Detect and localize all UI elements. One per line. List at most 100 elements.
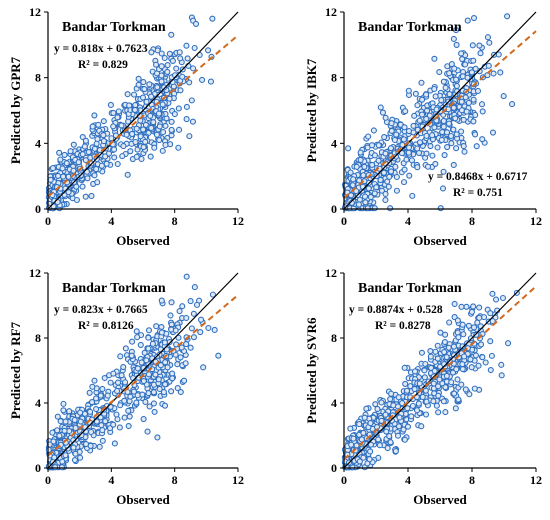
data-point <box>197 329 204 336</box>
data-point <box>91 145 98 152</box>
fit-line <box>47 294 239 457</box>
data-point <box>145 345 152 352</box>
data-point <box>98 422 105 429</box>
data-point <box>442 331 449 338</box>
data-point <box>173 341 180 348</box>
data-point <box>458 128 465 135</box>
data-point <box>469 42 476 49</box>
x-tick-label: 8 <box>469 473 475 487</box>
data-point <box>453 82 460 90</box>
data-point <box>164 68 171 75</box>
data-point <box>56 149 63 156</box>
data-point <box>388 417 395 424</box>
fit-line <box>343 285 537 461</box>
data-point <box>403 156 410 163</box>
data-point <box>383 428 390 435</box>
data-point <box>442 384 449 391</box>
data-point <box>107 379 114 386</box>
data-point <box>88 192 95 200</box>
data-point <box>143 357 150 364</box>
data-point <box>121 397 128 404</box>
data-point <box>86 389 93 396</box>
data-point <box>183 314 190 322</box>
data-point <box>156 123 163 130</box>
data-point <box>382 150 389 157</box>
data-point <box>414 164 421 171</box>
data-point <box>62 452 69 459</box>
data-point <box>168 299 175 306</box>
data-point <box>183 42 190 49</box>
data-point <box>215 352 222 359</box>
data-point <box>99 427 106 434</box>
data-point <box>499 294 507 302</box>
data-point <box>442 409 449 416</box>
data-point <box>150 389 157 396</box>
data-point <box>462 386 469 393</box>
data-point <box>411 112 418 119</box>
data-point <box>382 114 389 121</box>
data-point <box>377 176 384 184</box>
data-point <box>439 128 446 136</box>
data-point <box>401 436 408 443</box>
data-point <box>405 144 413 151</box>
data-point <box>427 353 434 360</box>
data-point <box>466 391 473 398</box>
data-point <box>142 121 149 128</box>
data-point <box>405 128 413 135</box>
scatter-panel-4: 0 4 8 12 0 4 8 12 Bandar Torkman y = 0.8874x + 0.… <box>304 266 542 507</box>
data-point <box>149 340 156 347</box>
data-point <box>357 156 364 163</box>
data-point <box>160 389 167 396</box>
data-point <box>151 144 158 151</box>
data-point <box>401 166 408 173</box>
data-point <box>413 407 421 414</box>
x-axis-label: Observed <box>413 492 467 507</box>
data-point <box>89 399 96 406</box>
data-point <box>448 140 455 147</box>
data-point <box>367 420 374 427</box>
data-point <box>60 173 67 180</box>
data-point <box>183 116 190 123</box>
data-point <box>392 163 399 170</box>
data-point <box>176 126 183 133</box>
data-point <box>127 148 134 155</box>
data-point <box>478 341 485 348</box>
data-point <box>71 416 78 424</box>
data-point <box>61 151 68 158</box>
data-point <box>89 123 96 130</box>
data-point <box>419 393 426 401</box>
data-point <box>408 413 415 420</box>
data-point <box>124 91 131 98</box>
data-point <box>463 108 470 115</box>
data-point <box>472 131 479 138</box>
data-point <box>348 441 355 448</box>
data-point <box>175 334 182 341</box>
data-point <box>135 81 142 88</box>
data-point <box>409 192 416 199</box>
data-point <box>176 49 183 56</box>
data-point <box>81 143 88 150</box>
data-point <box>470 57 477 64</box>
data-point <box>458 303 465 310</box>
data-point <box>484 34 492 41</box>
panel-title: Bandar Torkman <box>358 281 462 296</box>
data-point <box>422 387 429 394</box>
data-point <box>436 376 443 383</box>
data-point <box>459 361 466 368</box>
x-tick-label: 4 <box>108 473 114 487</box>
data-point <box>100 138 107 145</box>
data-point <box>437 205 444 212</box>
data-point <box>154 434 161 441</box>
data-point <box>370 127 377 134</box>
data-point <box>153 131 160 138</box>
data-point <box>369 161 376 168</box>
data-point <box>145 334 152 341</box>
data-point <box>416 117 423 124</box>
data-point <box>168 126 175 133</box>
data-point <box>158 329 165 336</box>
identity-line <box>343 272 537 469</box>
data-point <box>387 205 394 212</box>
data-point <box>398 150 406 157</box>
data-point <box>381 134 388 141</box>
data-point <box>162 359 169 366</box>
